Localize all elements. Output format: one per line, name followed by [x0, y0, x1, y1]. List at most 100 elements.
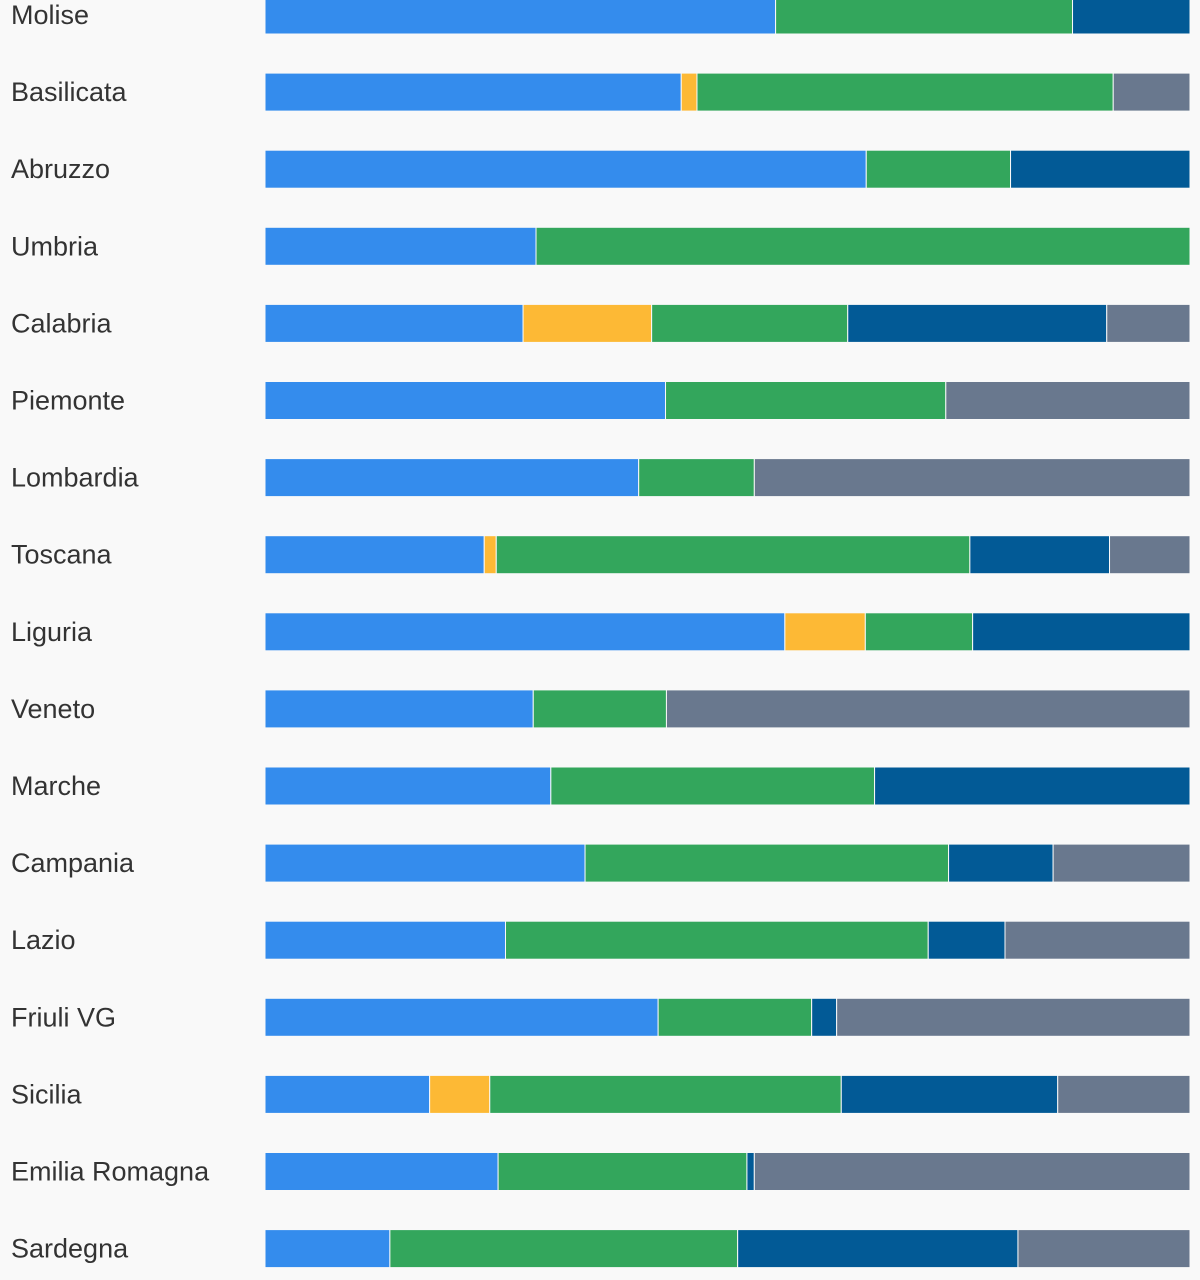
- bar-segment: [522, 303, 653, 343]
- bar-row: [264, 1229, 1191, 1269]
- category-label: Toscana: [11, 540, 113, 570]
- bar-row: [264, 612, 1191, 652]
- bar-segment: [264, 458, 640, 498]
- bar-segment: [836, 997, 1191, 1037]
- bar-segment: [969, 535, 1111, 575]
- category-label: Emilia Romagna: [11, 1157, 210, 1187]
- bar-segment: [638, 458, 755, 498]
- bar-row: [264, 381, 1191, 420]
- bar-segment: [264, 843, 586, 883]
- category-label: Sicilia: [11, 1079, 83, 1109]
- category-label: Campania: [11, 848, 135, 878]
- category-label: Calabria: [11, 308, 113, 338]
- bar-segment: [665, 381, 947, 420]
- bar-row: [264, 1074, 1191, 1114]
- bar-row: [264, 72, 1191, 112]
- bar-row: [264, 1152, 1191, 1191]
- bar-segment: [680, 72, 698, 112]
- bar-segment: [1109, 535, 1191, 575]
- bar-row: [264, 843, 1191, 883]
- bar-row: [264, 458, 1191, 498]
- bar-segment: [874, 766, 1191, 806]
- bar-segment: [1017, 1229, 1191, 1269]
- bar-segment: [495, 535, 971, 575]
- bar-row: [264, 997, 1191, 1037]
- category-label: Friuli VG: [11, 1002, 116, 1032]
- bar-segment: [775, 0, 1074, 35]
- bar-segment: [1072, 0, 1191, 35]
- bar-rows: [264, 0, 1191, 1269]
- bar-segment: [489, 1074, 842, 1114]
- bar-segment: [264, 226, 537, 266]
- bar-segment: [784, 612, 866, 652]
- category-label: Basilicata: [11, 77, 128, 107]
- bar-segment: [945, 381, 1191, 420]
- bar-segment: [847, 303, 1108, 343]
- bar-segment: [264, 997, 659, 1037]
- bar-segment: [927, 920, 1006, 960]
- category-label: Piemonte: [11, 386, 125, 416]
- bar-segment: [264, 612, 786, 652]
- bar-segment: [535, 226, 1191, 266]
- bar-segment: [1057, 1074, 1191, 1114]
- bar-segment: [264, 0, 777, 35]
- bar-segment: [483, 535, 497, 575]
- category-labels: Molise Basilicata Abruzzo Umbria Calabria Pie…: [11, 0, 210, 1264]
- bar-segment: [737, 1229, 1019, 1269]
- bar-segment: [264, 72, 682, 112]
- bar-segment: [429, 1074, 491, 1114]
- bar-segment: [1004, 920, 1191, 960]
- bar-row: [264, 149, 1191, 189]
- bar-segment: [497, 1152, 748, 1191]
- category-label: Lazio: [11, 925, 76, 955]
- bar-segment: [264, 689, 534, 729]
- bar-segment: [864, 612, 974, 652]
- bar-row: [264, 535, 1191, 575]
- category-label: Abruzzo: [11, 154, 110, 184]
- bar-segment: [550, 766, 876, 806]
- category-label: Lombardia: [11, 463, 140, 493]
- bar-segment: [840, 1074, 1059, 1114]
- bar-segment: [657, 997, 813, 1037]
- bar-segment: [264, 1074, 431, 1114]
- bar-segment: [665, 689, 1191, 729]
- bar-segment: [264, 381, 667, 420]
- bar-segment: [264, 1229, 391, 1269]
- bar-segment: [972, 612, 1191, 652]
- bar-row: [264, 303, 1191, 343]
- bar-segment: [584, 843, 950, 883]
- bar-segment: [651, 303, 849, 343]
- bar-segment: [811, 997, 838, 1037]
- bar-segment: [1106, 303, 1191, 343]
- bar-segment: [1112, 72, 1191, 112]
- bar-segment: [1052, 843, 1191, 883]
- bar-row: [264, 766, 1191, 806]
- bar-segment: [753, 1152, 1191, 1191]
- bar-row: [264, 689, 1191, 729]
- bar-row: [264, 226, 1191, 266]
- bar-segment: [532, 689, 667, 729]
- bar-segment: [948, 843, 1054, 883]
- bar-segment: [1010, 149, 1191, 189]
- bar-row: [264, 920, 1191, 960]
- bar-segment: [264, 535, 485, 575]
- bar-segment: [746, 1152, 755, 1191]
- bar-segment: [264, 920, 506, 960]
- category-label: Veneto: [11, 694, 95, 724]
- bar-segment: [865, 149, 1012, 189]
- bar-segment: [696, 72, 1114, 112]
- category-label: Sardegna: [11, 1234, 129, 1264]
- bar-segment: [264, 303, 524, 343]
- category-label: Liguria: [11, 617, 93, 647]
- bar-row: [264, 0, 1191, 35]
- bar-segment: [505, 920, 929, 960]
- category-label: Umbria: [11, 231, 99, 261]
- bar-segment: [264, 149, 867, 189]
- bar-segment: [264, 766, 552, 806]
- bar-segment: [264, 1152, 499, 1191]
- bar-segment: [753, 458, 1191, 498]
- category-label: Molise: [11, 0, 89, 30]
- bar-segment: [389, 1229, 739, 1269]
- category-label: Marche: [11, 771, 101, 801]
